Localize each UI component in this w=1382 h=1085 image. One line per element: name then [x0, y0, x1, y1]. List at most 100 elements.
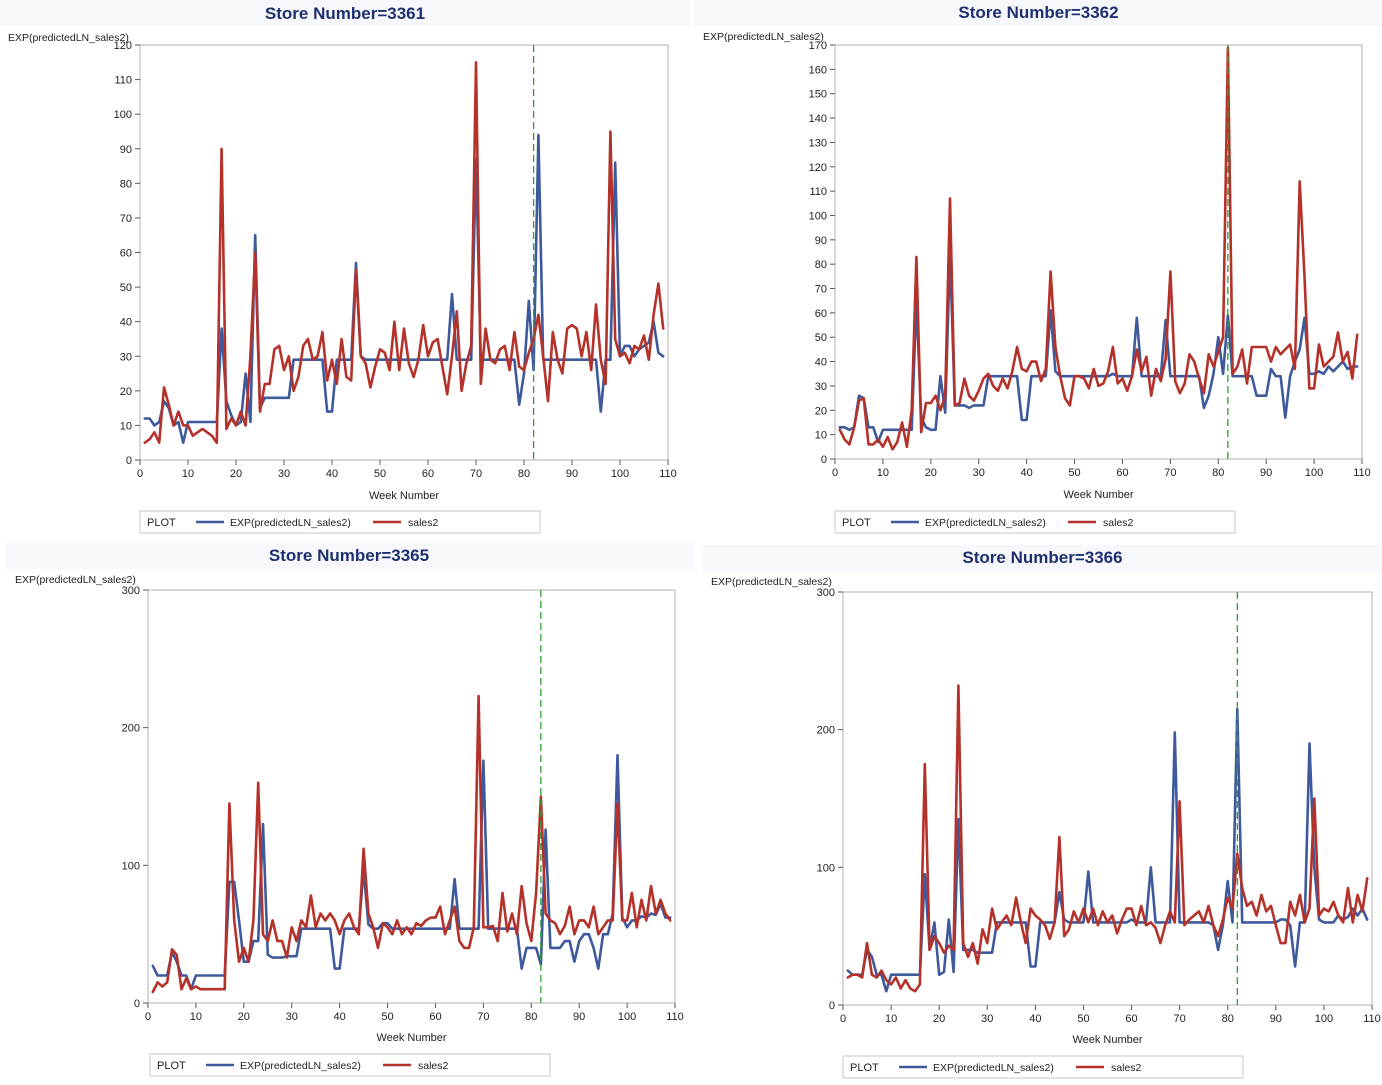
y-tick-label: 70	[815, 284, 827, 296]
x-tick-label: 60	[429, 1011, 441, 1023]
x-tick-label: 0	[137, 468, 143, 480]
y-tick-label: 80	[815, 259, 827, 271]
legend-box	[139, 510, 541, 534]
y-tick-label: 160	[809, 64, 827, 76]
legend-label-sales2: sales2	[1111, 1062, 1142, 1074]
legend-title: PLOT	[157, 1060, 186, 1072]
y-axis-label: EXP(predictedLN_sales2)	[711, 576, 832, 588]
y-tick-label: 110	[114, 75, 132, 87]
x-tick-label: 110	[1363, 1013, 1381, 1025]
y-tick-label: 100	[817, 862, 835, 874]
plot-area-frame	[842, 591, 1373, 1006]
legend-title: PLOT	[842, 517, 871, 529]
y-tick-label: 100	[114, 109, 132, 121]
x-tick-label: 70	[477, 1011, 489, 1023]
y-tick-label: 10	[815, 430, 827, 442]
x-tick-label: 0	[832, 467, 838, 479]
legend-label-predicted: EXP(predictedLN_sales2)	[240, 1060, 361, 1072]
x-tick-label: 30	[286, 1011, 298, 1023]
legend-box	[149, 1053, 551, 1077]
chart-svg: 0 100 200 300 0 10 20 30 40 50 60 70 80 90 100 110 EXP(p…	[711, 576, 1381, 1079]
legend-title: PLOT	[850, 1062, 879, 1074]
x-tick-label: 30	[973, 467, 985, 479]
x-tick-label: 90	[566, 468, 578, 480]
x-tick-label: 110	[659, 468, 677, 480]
y-tick-label: 60	[120, 248, 132, 260]
x-tick-label: 20	[230, 468, 242, 480]
x-tick-label: 60	[1116, 467, 1128, 479]
x-tick-label: 40	[1029, 1013, 1041, 1025]
x-tick-label: 70	[1164, 467, 1176, 479]
x-tick-label: 20	[925, 467, 937, 479]
x-axis-label: Week Number	[369, 490, 439, 502]
x-tick-label: 10	[190, 1011, 202, 1023]
legend-label-predicted: EXP(predictedLN_sales2)	[925, 517, 1046, 529]
x-tick-label: 20	[238, 1011, 250, 1023]
y-tick-label: 50	[815, 332, 827, 344]
y-tick-label: 0	[821, 454, 827, 466]
chart-panel-store-3365: Store Number=3365 0 100 200 300 0 10 20 30 40 50 6…	[5, 543, 693, 1085]
y-tick-label: 40	[120, 317, 132, 329]
y-tick-label: 0	[126, 455, 132, 467]
x-tick-label: 40	[326, 468, 338, 480]
legend-label-predicted: EXP(predictedLN_sales2)	[230, 517, 351, 529]
y-tick-label: 80	[120, 178, 132, 190]
panel-header-band	[695, 0, 1382, 26]
plot-area-frame	[147, 589, 676, 1004]
chart-title: Store Number=3365	[268, 546, 430, 565]
y-axis-label: EXP(predictedLN_sales2)	[8, 32, 129, 44]
sales2-series-line	[846, 684, 1369, 993]
y-tick-label: 100	[809, 210, 827, 222]
sales2-series-line	[143, 60, 665, 445]
x-tick-label: 90	[1270, 1013, 1282, 1025]
chart-svg: 0102030405060708090100110120130140150160…	[703, 31, 1371, 534]
y-tick-label: 120	[114, 40, 132, 52]
y-tick-label: 110	[809, 186, 827, 198]
y-tick-label: 60	[815, 308, 827, 320]
x-tick-label: 20	[933, 1013, 945, 1025]
x-tick-label: 60	[1125, 1013, 1137, 1025]
y-tick-label: 120	[809, 162, 827, 174]
chart-panel-store-3362: Store Number=3362 0 10 20 30 40 50 60 70 80 90 100…	[695, 0, 1382, 540]
x-tick-label: 100	[618, 1011, 636, 1023]
y-tick-label: 200	[817, 725, 835, 737]
y-tick-label: 10	[120, 420, 132, 432]
x-tick-label: 80	[518, 468, 530, 480]
legend-label-sales2: sales2	[408, 517, 439, 529]
x-tick-label: 70	[1174, 1013, 1186, 1025]
x-tick-label: 10	[182, 468, 194, 480]
chart-panel-store-3361: Store Number=3361 0 10 20 30 40 50 60 70 80 90 100…	[0, 0, 690, 540]
chart-title: Store Number=3366	[962, 548, 1123, 567]
x-tick-label: 110	[1353, 467, 1371, 479]
legend-label-predicted: EXP(predictedLN_sales2)	[933, 1062, 1054, 1074]
chart-svg: 0 10 20 30 40 50 60 70 80 90 100 110 120 0 10 20 30 40 50 6…	[8, 32, 677, 534]
x-axis-label: Week Number	[1072, 1034, 1142, 1046]
y-tick-label: 140	[809, 113, 827, 125]
y-tick-label: 0	[134, 998, 140, 1010]
plot-area-frame	[834, 44, 1363, 460]
y-tick-label: 300	[817, 587, 835, 599]
chart-title: Store Number=3361	[264, 4, 426, 23]
legend-box	[842, 1055, 1244, 1079]
x-tick-label: 40	[334, 1011, 346, 1023]
x-tick-label: 0	[840, 1013, 846, 1025]
x-tick-label: 90	[1260, 467, 1272, 479]
y-tick-label: 300	[122, 585, 140, 597]
y-tick-label: 0	[829, 1000, 835, 1012]
x-tick-label: 100	[1315, 1013, 1333, 1025]
x-tick-label: 50	[1068, 467, 1080, 479]
y-tick-label: 30	[815, 381, 827, 393]
x-tick-label: 80	[1212, 467, 1224, 479]
x-tick-label: 40	[1021, 467, 1033, 479]
x-tick-label: 0	[145, 1011, 151, 1023]
y-tick-label: 30	[120, 351, 132, 363]
x-tick-label: 90	[573, 1011, 585, 1023]
x-tick-label: 100	[1305, 467, 1323, 479]
chart-svg: 0 100 200 300 0 10 20 30 40 50 60 70 80 90 100 110 EXP(p…	[15, 574, 684, 1077]
panel-header-band	[0, 0, 690, 26]
x-axis-label: Week Number	[376, 1032, 446, 1044]
chart-panel-store-3366: Store Number=3366 0 100 200 300 0 10 20 30 40 50 6…	[703, 545, 1382, 1085]
y-tick-label: 20	[815, 405, 827, 417]
x-tick-label: 10	[877, 467, 889, 479]
predicted-series-line	[151, 753, 672, 991]
